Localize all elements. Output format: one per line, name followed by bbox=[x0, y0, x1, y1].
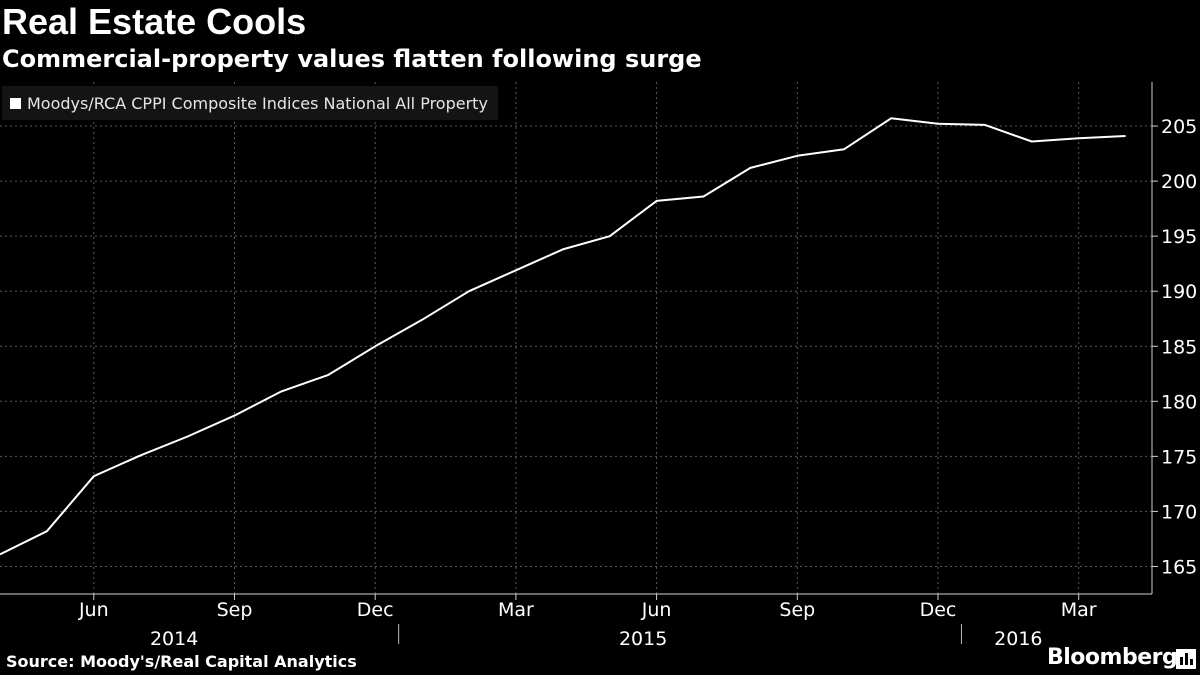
bloomberg-chart-icon bbox=[1176, 649, 1196, 669]
series-line bbox=[0, 117, 1126, 556]
grid-lines bbox=[0, 82, 1152, 594]
y-tick-label: 200 bbox=[1161, 171, 1197, 193]
x-tick-label: Sep bbox=[779, 599, 815, 621]
legend-swatch bbox=[10, 97, 21, 109]
y-tick-label: 165 bbox=[1161, 556, 1197, 578]
y-tick-label: 180 bbox=[1161, 391, 1197, 413]
x-tick-label: Mar bbox=[1061, 599, 1097, 621]
x-year-label: 2014 bbox=[150, 628, 198, 650]
x-tick-label: Jun bbox=[641, 599, 672, 621]
y-tick-label: 185 bbox=[1161, 336, 1197, 358]
y-tick-label: 170 bbox=[1161, 501, 1197, 523]
series-layer bbox=[0, 117, 1126, 556]
legend-label: Moodys/RCA CPPI Composite Indices Nation… bbox=[27, 93, 488, 113]
chart-subtitle: Commercial-property values flatten follo… bbox=[2, 45, 702, 73]
x-tick-label: Mar bbox=[498, 599, 534, 621]
y-tick-label: 205 bbox=[1161, 116, 1197, 138]
x-tick-label: Dec bbox=[357, 599, 394, 621]
chart-axes: 165 170 175 180 185 190 195 200 205 Jun Sep Dec Mar J… bbox=[0, 82, 1197, 650]
brand-name: Bloomberg bbox=[1047, 645, 1178, 670]
x-year-label: 2015 bbox=[619, 628, 667, 650]
y-tick-label: 195 bbox=[1161, 226, 1197, 248]
x-tick-label: Jun bbox=[78, 599, 109, 621]
chart-legend: Moodys/RCA CPPI Composite Indices Nation… bbox=[2, 86, 498, 120]
y-tick-label: 175 bbox=[1161, 446, 1197, 468]
chart-title: Real Estate Cools bbox=[2, 1, 307, 42]
x-year-label: 2016 bbox=[994, 628, 1042, 650]
y-tick-label: 190 bbox=[1161, 281, 1197, 303]
x-tick-label: Dec bbox=[920, 599, 957, 621]
source-note: Source: Moody's/Real Capital Analytics bbox=[6, 652, 357, 671]
x-tick-label: Sep bbox=[217, 599, 253, 621]
